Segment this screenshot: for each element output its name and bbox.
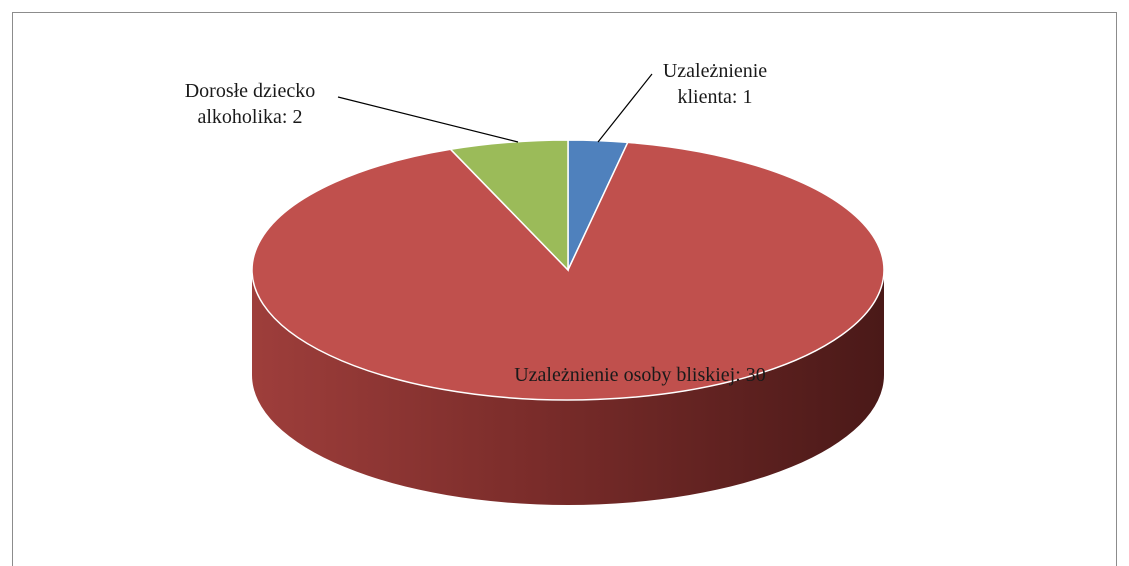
data-label: Dorosłe dziecko alkoholika: 2 [184,80,316,128]
pie-slice [251,141,885,401]
pie-slice [449,139,569,272]
pie-side [252,270,884,505]
data-label: Uzależnienie klienta: 1 [662,60,768,108]
data-label: Uzależnienie osoby bliskiej: 30 [514,364,766,386]
leader-line [597,73,653,143]
chart-frame [12,12,1117,566]
leader-line [337,96,519,143]
